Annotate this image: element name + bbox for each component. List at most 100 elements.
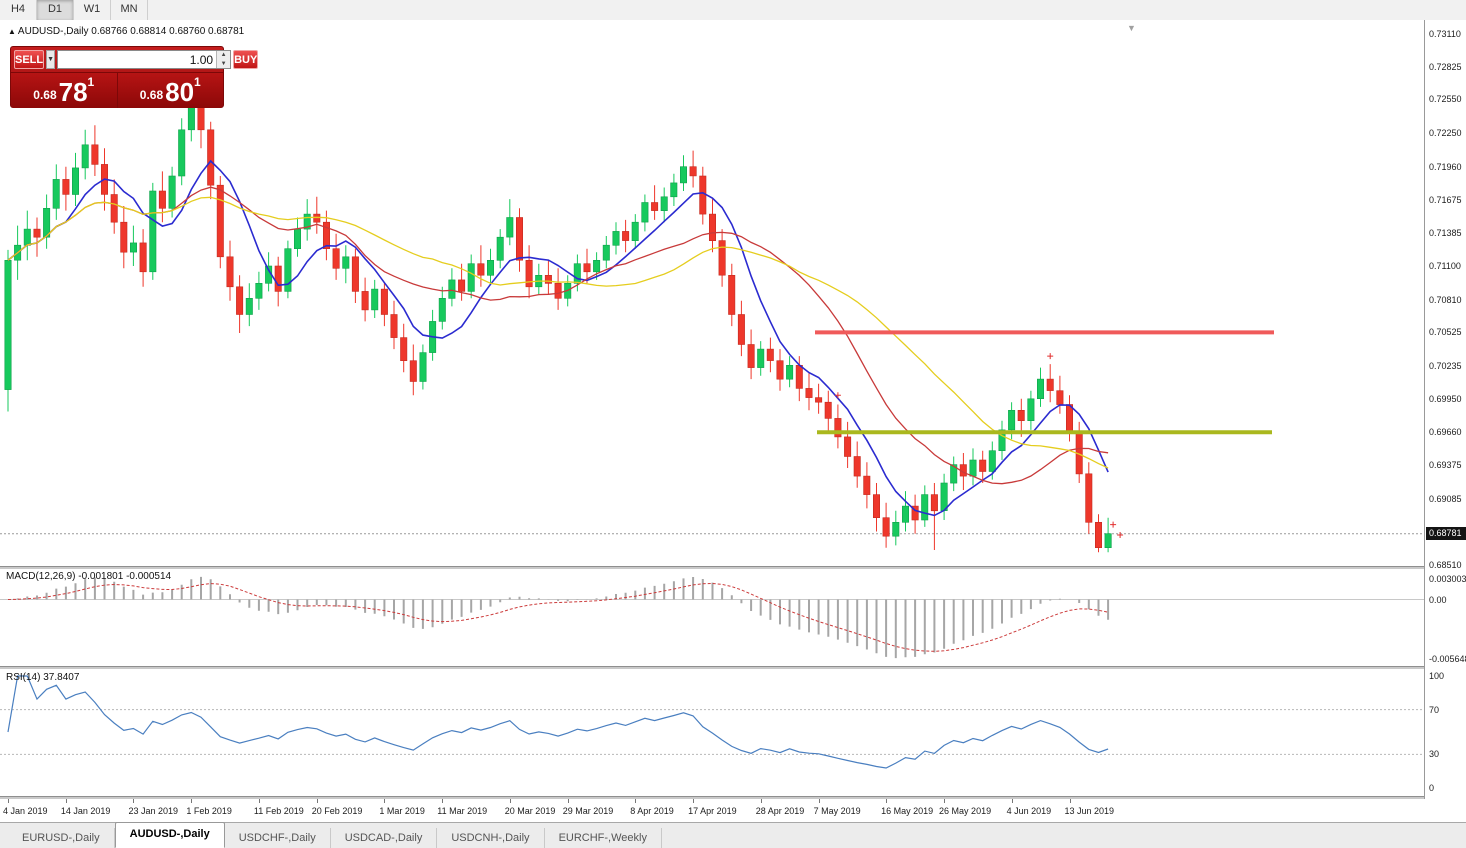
candle-body — [921, 494, 929, 521]
buy-price-display[interactable]: 0.68 80 1 — [118, 73, 224, 108]
macd-axis-label: 0.003003 — [1429, 574, 1466, 584]
candle-body — [62, 179, 70, 195]
candle-body — [236, 286, 244, 315]
time-axis[interactable]: 4 Jan 2019 14 Jan 2019 23 Jan 2019 1 Feb 20… — [0, 799, 1466, 822]
macd-axis-label: -0.005648 — [1429, 654, 1466, 664]
chart-tab-audusddaily[interactable]: AUDUSD-,Daily — [114, 822, 225, 848]
candle-body — [1066, 404, 1074, 433]
time-axis-tick — [65, 799, 67, 803]
candle-body — [651, 202, 659, 211]
candle-body — [622, 231, 630, 241]
candle-body — [776, 360, 784, 380]
rsi-axis-label: 30 — [1429, 749, 1440, 760]
candle-body — [1085, 473, 1093, 523]
candle-body — [544, 275, 552, 284]
time-axis-tick — [635, 799, 637, 803]
time-axis-label: 26 May 2019 — [939, 806, 992, 816]
volume-increment-button[interactable]: ▲ — [217, 51, 231, 60]
timeframe-button-MN[interactable]: MN — [111, 0, 148, 20]
sell-button[interactable]: SELL — [14, 50, 45, 69]
time-axis-tick — [133, 799, 135, 803]
time-axis-label: 23 Jan 2019 — [128, 806, 178, 816]
macd-histogram — [16, 576, 1110, 659]
timeframe-button-H4[interactable]: H4 — [0, 0, 37, 20]
marker-cross — [1117, 531, 1124, 538]
candle-body — [467, 263, 475, 292]
candle-body — [274, 265, 282, 292]
candle-body — [795, 364, 803, 389]
candle-body — [805, 388, 813, 398]
candle-body — [641, 202, 649, 223]
chart-tab-usdcnhdaily[interactable]: USDCNH-,Daily — [437, 828, 545, 848]
candle-body — [197, 106, 205, 131]
time-axis-label: 14 Jan 2019 — [60, 806, 111, 816]
candle-body — [380, 288, 388, 315]
candle-body — [1017, 409, 1025, 421]
symbol-direction-icon: ▲ — [8, 27, 16, 36]
time-axis-tick — [8, 799, 9, 803]
candle-body — [950, 464, 958, 484]
bear-candle-wicks — [36, 97, 1099, 553]
candle-body — [293, 228, 301, 250]
candle-body — [573, 263, 581, 284]
candle-body — [766, 348, 774, 361]
candle-body — [226, 256, 234, 288]
time-axis-label: 1 Mar 2019 — [379, 806, 425, 816]
timeframe-button-W1[interactable]: W1 — [74, 0, 111, 20]
panel-splitter[interactable] — [0, 796, 1466, 799]
candle-body — [168, 175, 176, 209]
buy-button[interactable]: BUY — [233, 50, 259, 69]
panel-splitter[interactable] — [0, 666, 1466, 669]
price-chart-plot[interactable] — [0, 20, 1424, 566]
candle-body — [979, 459, 987, 472]
panel-splitter[interactable] — [0, 566, 1466, 569]
price-axis-label: 0.69660 — [1429, 427, 1462, 438]
rsi-panel-plot[interactable] — [0, 669, 1424, 796]
price-axis-label: 0.71960 — [1429, 161, 1462, 172]
sell-price-display[interactable]: 0.68 78 1 — [11, 73, 117, 108]
timeframe-toolbar: H4 D1 W1 MN — [0, 0, 1466, 21]
time-axis-label: 7 May 2019 — [813, 806, 861, 816]
price-axis[interactable]: 0.68781 0.73110 0.72825 0.72550 0.72250 0.71… — [1424, 20, 1466, 799]
time-axis-tick — [509, 799, 511, 803]
marker-cross — [1047, 353, 1054, 360]
candle-body — [496, 236, 504, 261]
price-divider — [116, 73, 118, 108]
candle-body — [332, 248, 340, 269]
rsi-axis-label: 0 — [1429, 783, 1435, 793]
volume-dropdown-button[interactable]: ▼ — [46, 50, 56, 69]
candle-body — [747, 344, 755, 368]
time-axis-tick — [258, 799, 260, 803]
candle-body — [863, 475, 871, 495]
candle-body — [81, 144, 89, 169]
sell-price-sup: 1 — [87, 75, 95, 89]
chart-tab-eurusddaily[interactable]: EURUSD-,Daily — [8, 828, 115, 848]
timeframe-button-D1[interactable]: D1 — [37, 0, 74, 20]
chart-tab-usdcaddaily[interactable]: USDCAD-,Daily — [331, 828, 438, 848]
price-axis-label: 0.72250 — [1429, 128, 1462, 139]
time-axis-label: 17 Apr 2019 — [688, 806, 737, 816]
volume-decrement-button[interactable]: ▼ — [217, 59, 231, 68]
volume-input[interactable] — [58, 51, 217, 68]
candle-body — [593, 260, 601, 273]
time-axis-tick — [944, 799, 946, 803]
candle-body — [390, 314, 398, 338]
candle-body — [988, 450, 996, 472]
candle-body — [351, 256, 359, 292]
chart-tab-usdchfdaily[interactable]: USDCHF-,Daily — [225, 828, 331, 848]
autoscroll-marker-icon: ▼ — [1127, 23, 1136, 33]
chart-tab-eurchfweekly[interactable]: EURCHF-,Weekly — [545, 828, 662, 848]
candle-body — [477, 263, 485, 276]
candle-body — [612, 231, 620, 246]
candle-body — [303, 213, 311, 230]
time-axis-label: 28 Apr 2019 — [755, 806, 805, 816]
current-price-tag: 0.68781 — [1426, 526, 1466, 540]
candle-bodies-layer — [4, 106, 1112, 549]
candle-body — [149, 190, 157, 273]
chevron-down-icon: ▼ — [47, 56, 55, 63]
candle-body — [670, 182, 678, 198]
macd-panel-plot[interactable] — [0, 569, 1424, 666]
candle-body — [844, 436, 852, 457]
chart-ohlc-header: ▲ AUDUSD-,Daily 0.68766 0.68814 0.68760 0… — [8, 26, 244, 37]
